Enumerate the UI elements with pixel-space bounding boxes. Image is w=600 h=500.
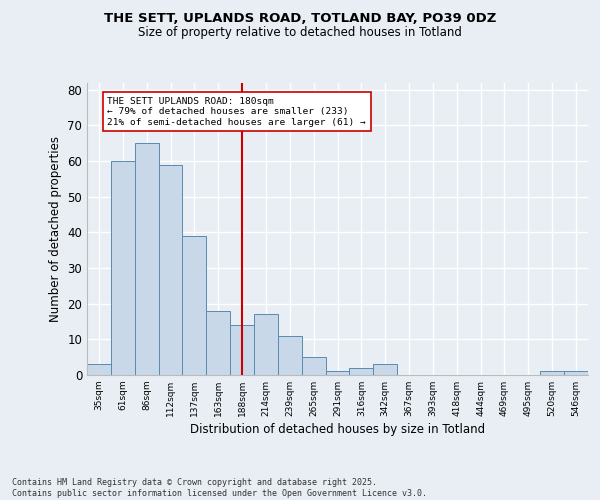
Bar xyxy=(111,161,135,375)
Bar xyxy=(373,364,397,375)
Bar xyxy=(540,372,564,375)
Bar xyxy=(135,143,158,375)
Bar xyxy=(564,372,588,375)
Text: THE SETT, UPLANDS ROAD, TOTLAND BAY, PO39 0DZ: THE SETT, UPLANDS ROAD, TOTLAND BAY, PO3… xyxy=(104,12,496,26)
Bar xyxy=(87,364,111,375)
Text: THE SETT UPLANDS ROAD: 180sqm
← 79% of detached houses are smaller (233)
21% of : THE SETT UPLANDS ROAD: 180sqm ← 79% of d… xyxy=(107,97,366,126)
Y-axis label: Number of detached properties: Number of detached properties xyxy=(49,136,62,322)
X-axis label: Distribution of detached houses by size in Totland: Distribution of detached houses by size … xyxy=(190,423,485,436)
Bar xyxy=(206,311,230,375)
Bar xyxy=(182,236,206,375)
Bar xyxy=(302,357,326,375)
Bar xyxy=(158,164,182,375)
Bar xyxy=(254,314,278,375)
Text: Size of property relative to detached houses in Totland: Size of property relative to detached ho… xyxy=(138,26,462,39)
Bar xyxy=(278,336,302,375)
Text: Contains HM Land Registry data © Crown copyright and database right 2025.
Contai: Contains HM Land Registry data © Crown c… xyxy=(12,478,427,498)
Bar xyxy=(349,368,373,375)
Bar xyxy=(230,325,254,375)
Bar xyxy=(326,372,349,375)
